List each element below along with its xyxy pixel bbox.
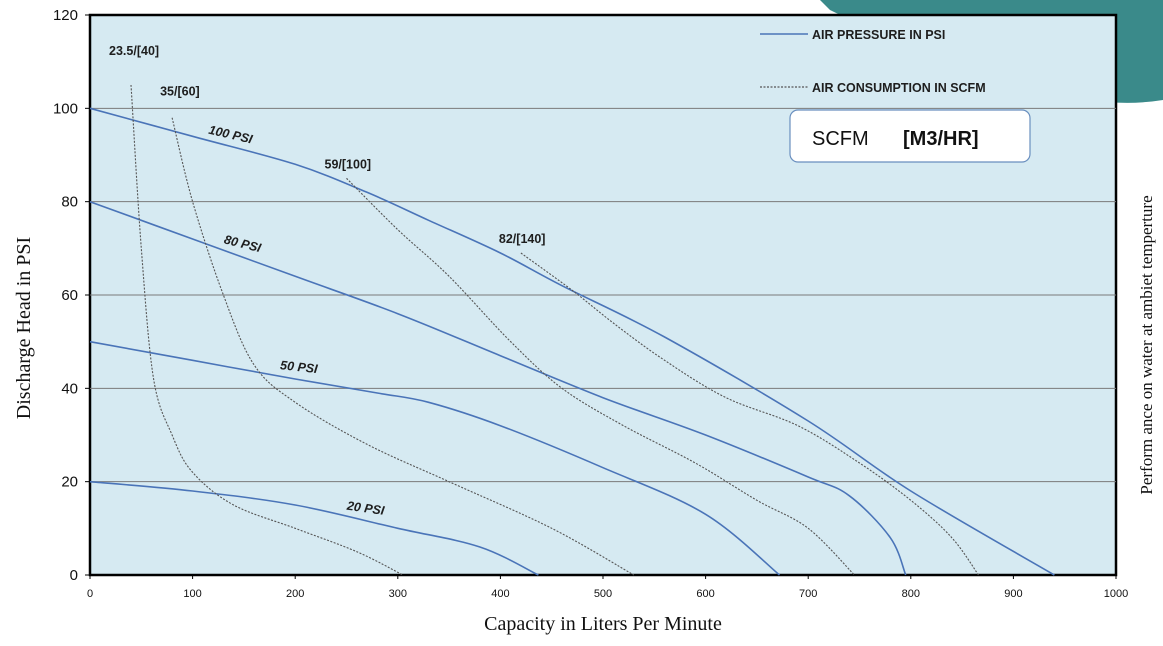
consumption-line-59-100 bbox=[346, 177, 855, 576]
gridlines bbox=[90, 107, 1116, 483]
y-tick-label-80: 80 bbox=[61, 194, 78, 211]
units-box: SCFM [M3/HR] bbox=[789, 109, 1031, 163]
x-tick-label-900: 900 bbox=[1004, 588, 1022, 600]
x-tick-label-300: 300 bbox=[389, 588, 407, 600]
consumption-label-82-140: 82/[140] bbox=[499, 232, 546, 246]
units-box-frame bbox=[789, 109, 1031, 163]
pressure-line-80-psi bbox=[89, 200, 907, 576]
legend-air-consumption-label: AIR CONSUMPTION IN SCFM bbox=[812, 81, 986, 95]
y-tick-label-60: 60 bbox=[61, 287, 78, 304]
x-tick-labels: 0 100 200 300 400 500 600 700 800 900 1000 bbox=[87, 575, 1128, 600]
air-consumption-lines bbox=[130, 84, 979, 576]
pressure-line-20-psi bbox=[89, 480, 539, 576]
x-tick-label-800: 800 bbox=[902, 588, 920, 600]
pressure-line-100-psi bbox=[89, 107, 1055, 576]
x-tick-label-700: 700 bbox=[799, 588, 817, 600]
x-tick-label-500: 500 bbox=[594, 588, 612, 600]
x-tick-label-100: 100 bbox=[183, 588, 201, 600]
y-tick-label-40: 40 bbox=[61, 380, 78, 397]
right-side-note: Perform ance on water at ambiet tempertu… bbox=[1137, 195, 1156, 494]
units-box-scfm: SCFM bbox=[812, 128, 869, 150]
x-tick-label-400: 400 bbox=[491, 588, 509, 600]
consumption-line-82-140 bbox=[520, 252, 979, 576]
consumption-line-35-60 bbox=[171, 117, 635, 576]
x-tick-label-1000: 1000 bbox=[1104, 588, 1128, 600]
x-axis-title: Capacity in Liters Per Minute bbox=[484, 613, 722, 635]
y-tick-label-20: 20 bbox=[61, 474, 78, 491]
x-tick-label-600: 600 bbox=[696, 588, 714, 600]
pressure-line-50-psi bbox=[89, 340, 781, 576]
y-tick-labels: 0 20 40 60 80 100 120 bbox=[53, 7, 90, 584]
y-tick-label-120: 120 bbox=[53, 7, 78, 24]
pressure-label-20-psi: 20 PSI bbox=[345, 499, 386, 518]
consumption-label-59-100: 59/[100] bbox=[325, 157, 372, 171]
units-box-m3hr: [M3/HR] bbox=[903, 128, 979, 150]
legend-air-pressure-label: AIR PRESSURE IN PSI bbox=[812, 28, 945, 42]
consumption-label-23-5-40: 23.5/[40] bbox=[109, 44, 159, 58]
y-tick-label-100: 100 bbox=[53, 100, 78, 117]
x-tick-label-0: 0 bbox=[87, 588, 93, 600]
consumption-label-35-60: 35/[60] bbox=[160, 85, 200, 99]
pressure-label-50-psi: 50 PSI bbox=[279, 358, 318, 376]
air-pressure-lines bbox=[89, 107, 1055, 576]
x-tick-label-200: 200 bbox=[286, 588, 304, 600]
y-axis-title: Discharge Head in PSI bbox=[13, 237, 35, 419]
y-tick-label-0: 0 bbox=[70, 567, 78, 584]
legend: AIR PRESSURE IN PSI AIR CONSUMPTION IN S… bbox=[760, 28, 986, 95]
